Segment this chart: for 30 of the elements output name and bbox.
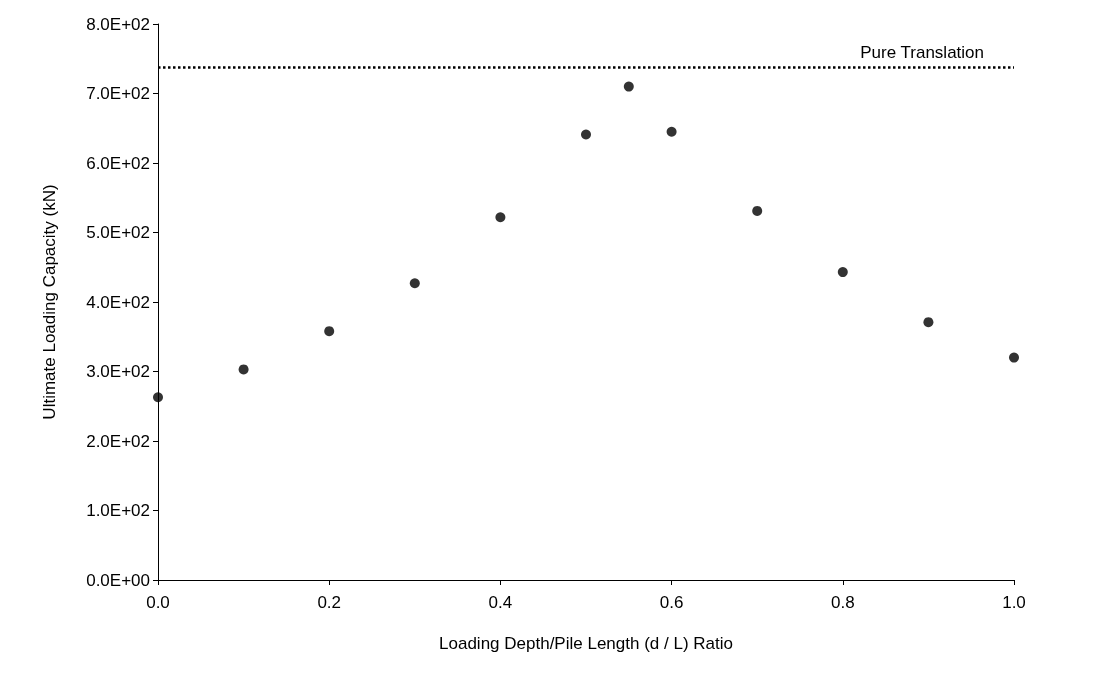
y-tick-label: 2.0E+02 (86, 431, 150, 451)
point (153, 392, 163, 403)
point (666, 126, 677, 137)
point (837, 267, 848, 278)
x-tick-label: 0.2 (317, 593, 342, 612)
point (581, 129, 591, 140)
y-tick-label: 7.0E+02 (86, 84, 150, 103)
point (238, 364, 249, 375)
y-tick-label: 6.0E+02 (86, 153, 150, 173)
y-axis-title: Ultimate Loading Capacity (kN) (40, 184, 59, 420)
point (409, 278, 420, 289)
x-tick-label: 0.8 (830, 593, 855, 612)
y-tick-label: 5.0E+02 (86, 223, 150, 242)
point (923, 317, 934, 328)
y-tick-label: 8.0E+02 (86, 14, 150, 34)
x-tick-label: 0.6 (659, 593, 684, 612)
y-tick-label: 0.0E+00 (86, 570, 150, 590)
point (623, 81, 634, 92)
y-tick-label: 1.0E+02 (86, 501, 150, 520)
point (495, 212, 506, 223)
point (1009, 352, 1019, 363)
ref-line-label: Pure Translation (860, 43, 984, 63)
y-tick-label: 4.0E+02 (86, 292, 150, 312)
x-tick-label: 0.4 (488, 593, 513, 612)
point (324, 326, 335, 337)
point (752, 205, 763, 216)
y-tick-label: 3.0E+02 (86, 362, 150, 381)
x-tick-label: 0.0 (146, 593, 170, 612)
x-tick-label: 1.0 (1002, 593, 1026, 612)
x-axis-title: Loading Depth/Pile Length (d / L) Ratio (439, 634, 733, 653)
